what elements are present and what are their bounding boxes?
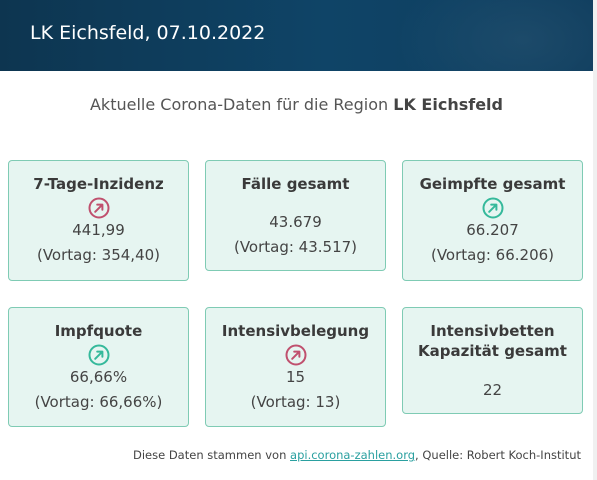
card-previous: (Vortag: 13) [250, 393, 341, 411]
api-source-link[interactable]: api.corona-zahlen.org [290, 448, 416, 462]
card-title: Fälle gesamt [241, 175, 350, 193]
card-value: 441,99 [72, 221, 125, 239]
card-impfquote: Impfquote 66,66% (Vortag: 66,66%) [8, 307, 189, 427]
card-geimpfte-gesamt: Geimpfte gesamt 66.207 (Vortag: 66.206) [402, 160, 583, 281]
card-intensivbelegung: Intensivbelegung 15 (Vortag: 13) [205, 307, 386, 427]
card-value: 15 [285, 368, 306, 386]
region-subtitle: Aktuelle Corona-Daten für die Region LK … [0, 95, 593, 114]
page-title: LK Eichsfeld, 07.10.2022 [30, 22, 266, 44]
header-bar: LK Eichsfeld, 07.10.2022 [0, 0, 593, 71]
card-intensivbetten-kapazitaet: Intensivbetten Kapazität gesamt 22 [402, 307, 583, 414]
up-right-arrow-icon [88, 197, 109, 219]
up-right-arrow-icon [88, 344, 109, 366]
scrollbar-track [593, 0, 597, 480]
subtitle-prefix: Aktuelle Corona-Daten für die Region [89, 95, 394, 114]
card-7-tage-inzidenz: 7-Tage-Inzidenz 441,99 (Vortag: 354,40) [8, 160, 189, 281]
card-title-line-1: Intensivbetten [430, 322, 555, 340]
up-right-arrow-icon [285, 344, 306, 366]
card-value: 66,66% [69, 368, 128, 386]
region-name: LK Eichsfeld [393, 95, 503, 114]
card-faelle-gesamt: Fälle gesamt 43.679 (Vortag: 43.517) [205, 160, 386, 271]
card-value: 22 [482, 381, 503, 399]
card-previous: (Vortag: 43.517) [233, 238, 358, 256]
card-title: Intensivbelegung [221, 322, 370, 340]
card-previous: (Vortag: 66.206) [430, 246, 555, 264]
up-right-arrow-icon [482, 197, 503, 219]
card-title-line-2: Kapazität gesamt [418, 342, 567, 360]
footer-suffix: , Quelle: Robert Koch-Institut [415, 448, 581, 462]
footer-prefix: Diese Daten stammen von [132, 448, 291, 462]
card-title: Geimpfte gesamt [419, 175, 566, 193]
card-previous: (Vortag: 354,40) [36, 246, 161, 264]
card-title: Impfquote [54, 322, 143, 340]
card-title: 7-Tage-Inzidenz [33, 175, 164, 193]
card-previous: (Vortag: 66,66%) [34, 393, 163, 411]
data-source-footer: Diese Daten stammen von api.corona-zahle… [133, 448, 581, 462]
card-value: 66.207 [466, 221, 519, 239]
card-value: 43.679 [269, 213, 322, 231]
